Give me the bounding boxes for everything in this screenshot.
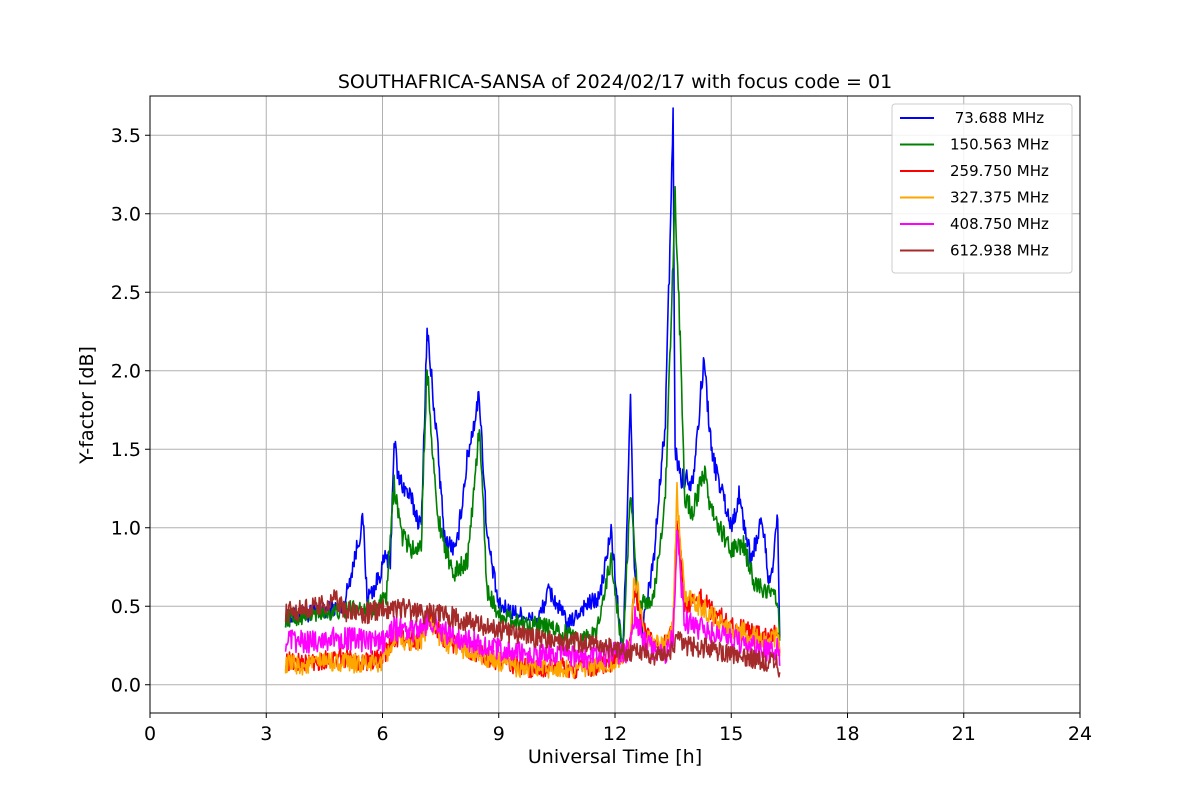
legend-box	[891, 103, 1073, 274]
x-tick-label: 24	[1068, 723, 1092, 745]
legend-entry: 259.750 MHz	[950, 162, 1049, 180]
legend-entry: 73.688 MHz	[950, 109, 1044, 127]
x-tick-label: 0	[144, 723, 156, 745]
x-tick-label: 6	[376, 723, 388, 745]
y-tick-label: 1.5	[111, 439, 141, 461]
legend-entry: 612.938 MHz	[950, 242, 1049, 260]
legend: 73.688 MHz 150.563 MHz 259.750 MHz 327.375 …	[891, 103, 1073, 274]
x-axis-label: Universal Time [h]	[528, 746, 702, 768]
y-tick-label: 0.5	[111, 596, 141, 618]
x-tick-label: 3	[260, 723, 272, 745]
y-axis-ticks: 0.0 0.5 1.0 1.5 2.0 2.5 3.0 3.5	[111, 125, 150, 697]
y-axis-label: Y-factor [dB]	[76, 346, 98, 465]
chart-title: SOUTHAFRICA-SANSA of 2024/02/17 with foc…	[338, 71, 892, 93]
y-tick-label: 3.0	[111, 204, 141, 226]
x-tick-label: 21	[952, 723, 976, 745]
x-tick-label: 15	[719, 723, 743, 745]
y-tick-label: 3.5	[111, 125, 141, 147]
y-tick-label: 0.0	[111, 675, 141, 697]
series-layer	[284, 107, 781, 680]
x-tick-label: 12	[603, 723, 627, 745]
legend-entry: 150.563 MHz	[950, 136, 1049, 154]
x-tick-label: 9	[493, 723, 505, 745]
y-tick-label: 2.5	[111, 282, 141, 304]
y-tick-label: 2.0	[111, 361, 141, 383]
legend-entry: 408.750 MHz	[950, 215, 1049, 233]
series-line	[284, 481, 781, 679]
x-axis-ticks: 0 3 6 9 12 15 18 21 24	[144, 713, 1092, 745]
series-line	[284, 529, 781, 670]
y-tick-label: 1.0	[111, 518, 141, 540]
series-line	[284, 589, 781, 678]
legend-entry: 327.375 MHz	[950, 189, 1049, 207]
x-tick-label: 18	[835, 723, 859, 745]
